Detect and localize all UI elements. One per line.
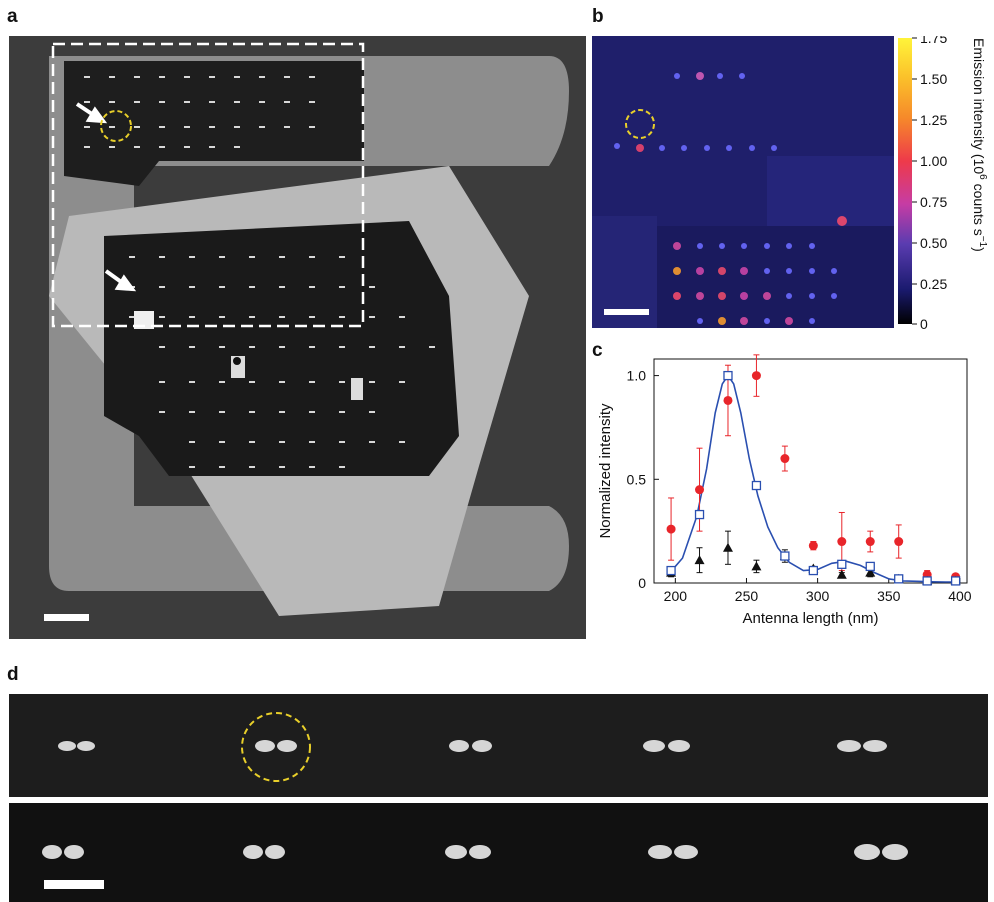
fit-curve	[667, 374, 957, 583]
x-tick-label: 400	[948, 588, 972, 604]
colorbar-gradient	[898, 38, 912, 324]
colorbar-tick: 0	[920, 316, 928, 332]
plot-frame	[653, 358, 968, 584]
data-point-triangle	[836, 569, 847, 579]
emission-map-panel	[592, 36, 894, 328]
sem-image	[9, 36, 586, 639]
data-point-circle	[865, 537, 875, 547]
data-point-circle	[808, 541, 818, 551]
data-point-square	[865, 561, 875, 572]
data-point-circle	[751, 371, 761, 381]
chart-axes: 200 250 300 350 400 0 0.5 1.0	[627, 358, 972, 604]
highlight-circle	[100, 110, 132, 142]
data-point-triangle	[722, 542, 733, 552]
fit-curve-layer	[667, 374, 957, 583]
data-point-circle	[894, 537, 904, 547]
colorbar-title: Emission intensity (106 counts s−1)	[971, 38, 988, 252]
data-point-triangle	[865, 567, 876, 577]
chart-marks	[666, 354, 961, 586]
emission-map	[592, 36, 894, 328]
spectrum-chart: 200 250 300 350 400 0 0.5 1.0 Antenna length (n…	[592, 345, 992, 645]
scale-bar	[44, 614, 89, 621]
colorbar-tick: 1.75	[920, 36, 947, 46]
sem-strip-bottom	[9, 803, 988, 902]
highlight-circle	[625, 109, 655, 139]
colorbar-tick: 1.25	[920, 112, 947, 128]
data-point-square	[808, 565, 818, 576]
data-point-square	[694, 509, 705, 520]
colorbar-tick: 1.50	[920, 71, 947, 87]
data-point-circle	[723, 395, 733, 405]
x-tick-label: 200	[664, 588, 688, 604]
x-tick-label: 250	[735, 588, 759, 604]
sem-image-panel	[9, 36, 586, 639]
data-point-triangle	[751, 561, 762, 571]
y-tick-label: 0	[638, 575, 646, 591]
panel-label-a: a	[7, 6, 18, 27]
y-axis-label: Normalized intensity	[597, 403, 614, 539]
scale-bar	[44, 880, 104, 889]
x-tick-label: 300	[806, 588, 830, 604]
data-point-square	[666, 565, 676, 576]
colorbar-tick: 1.00	[920, 153, 947, 169]
panel-label-d: d	[7, 664, 19, 685]
data-point-circle	[666, 524, 676, 534]
data-point-square	[780, 551, 790, 561]
highlight-circle	[241, 712, 311, 782]
data-point-square	[950, 576, 961, 586]
x-tick-label: 350	[877, 588, 901, 604]
colorbar: 1.75 1.50 1.25 1.00 0.75 0.50 0.25 0 Emi…	[898, 30, 994, 336]
colorbar-tick: 0.50	[920, 235, 947, 251]
data-point-square	[723, 370, 733, 381]
panel-label-b: b	[592, 6, 604, 27]
colorbar-tick: 0.75	[920, 194, 947, 210]
panel-label-c: c	[592, 340, 603, 361]
data-point-circle	[695, 485, 705, 495]
arrow-icon	[75, 102, 137, 292]
data-point-circle	[780, 454, 790, 464]
scale-bar	[604, 309, 649, 315]
y-tick-label: 0.5	[627, 471, 647, 487]
data-point-square	[894, 574, 904, 584]
data-point-triangle	[694, 555, 705, 565]
data-point-square	[751, 480, 762, 491]
data-point-square	[837, 559, 847, 569]
colorbar-tick: 0.25	[920, 276, 947, 292]
region-box	[51, 42, 365, 328]
y-tick-label: 1.0	[627, 368, 647, 384]
sem-strip-top	[9, 694, 988, 797]
data-point-square	[922, 576, 932, 586]
x-axis-label: Antenna length (nm)	[743, 610, 879, 627]
data-point-circle	[837, 537, 847, 547]
